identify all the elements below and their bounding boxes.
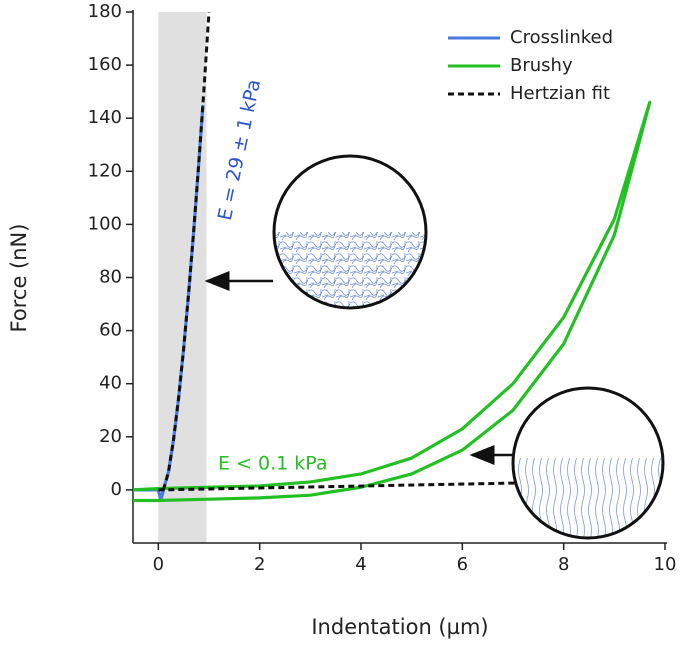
x-tick-label: 6 [457,554,468,575]
legend: Crosslinked Brushy Hertzian fit [448,27,613,104]
shaded-region [158,12,207,543]
y-tick-label: 180 [88,1,122,22]
legend-label: Brushy [510,55,573,76]
series-line [132,100,652,503]
y-tick-label: 100 [88,213,122,234]
inset-brushy [469,386,665,540]
y-tick-label: 0 [111,479,122,500]
legend-label: Hertzian fit [510,83,610,104]
x-tick-label: 2 [254,554,265,575]
y-tick-label: 140 [88,107,122,128]
y-tick-label: 120 [88,160,122,181]
x-axis-label: Indentation (µm) [311,615,488,639]
series-line [161,11,211,491]
annotation: E < 0.1 kPa [218,453,328,475]
y-tick-label: 40 [99,373,122,394]
x-tick-label: 4 [355,554,366,575]
y-axis-label: Force (nN) [7,224,31,333]
y-tick-label: 20 [99,426,122,447]
x-tick-label: 0 [153,554,164,575]
x-tick-label: 10 [654,554,677,575]
legend-label: Crosslinked [510,27,613,48]
annotation: E = 29 ± 1 kPa [214,77,265,222]
plot-area: 0 20 40 60 80 100 120 140 160 180 0 2 4 6 8 10 Crosslink… [88,1,677,575]
x-tick-label: 8 [558,554,569,575]
y-tick-label: 60 [99,320,122,341]
y-tick-label: 80 [99,267,122,288]
y-tick-label: 160 [88,54,122,75]
